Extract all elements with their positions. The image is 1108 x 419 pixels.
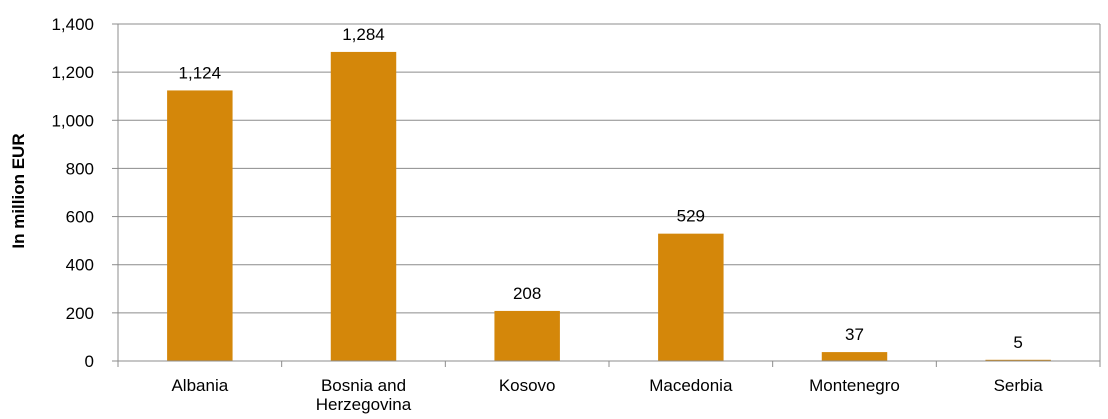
- x-category-label: Albania: [171, 376, 228, 395]
- y-tick-label: 1,000: [51, 111, 94, 130]
- x-category-label-line: Montenegro: [809, 376, 900, 395]
- data-label: 529: [677, 207, 705, 226]
- bars: [167, 51, 1051, 362]
- bar: [330, 51, 397, 362]
- bar: [985, 359, 1051, 361]
- y-tick-label: 600: [66, 208, 94, 227]
- y-tick-label: 800: [66, 159, 94, 178]
- x-category-label: Serbia: [994, 376, 1044, 395]
- data-label: 208: [513, 284, 541, 303]
- y-tick-label: 200: [66, 304, 94, 323]
- x-category-label: Montenegro: [809, 376, 900, 395]
- x-category-label: Bosnia and Herzegovina: [316, 376, 412, 414]
- x-category-label: Macedonia: [649, 376, 733, 395]
- x-category-label-line: Kosovo: [499, 376, 556, 395]
- y-tick-label: 1,200: [51, 63, 94, 82]
- y-axis-title: In million EUR: [9, 133, 28, 248]
- y-tick-label: 0: [85, 352, 94, 371]
- bar: [821, 352, 888, 361]
- data-label: 1,284: [342, 25, 385, 44]
- data-label: 5: [1013, 333, 1022, 352]
- bar: [658, 233, 724, 361]
- data-label: 1,124: [179, 63, 222, 82]
- x-category-label-line: Bosnia and: [321, 376, 406, 395]
- x-category-label: Kosovo: [499, 376, 556, 395]
- x-category-label-line: Herzegovina: [316, 395, 412, 414]
- data-label: 37: [845, 325, 864, 344]
- axes: [112, 23, 1101, 367]
- y-tick-label: 400: [66, 256, 94, 275]
- y-tick-label: 1,400: [51, 15, 94, 34]
- x-category-label-line: Serbia: [994, 376, 1044, 395]
- bar: [494, 310, 560, 361]
- labels: 0 200 400 600 800 1,000 1,200 1,400 1,124 Albania…: [51, 15, 1043, 414]
- gridlines: [118, 23, 1100, 314]
- x-category-label-line: Macedonia: [649, 376, 733, 395]
- x-category-label-line: Albania: [171, 376, 228, 395]
- bar: [167, 90, 233, 362]
